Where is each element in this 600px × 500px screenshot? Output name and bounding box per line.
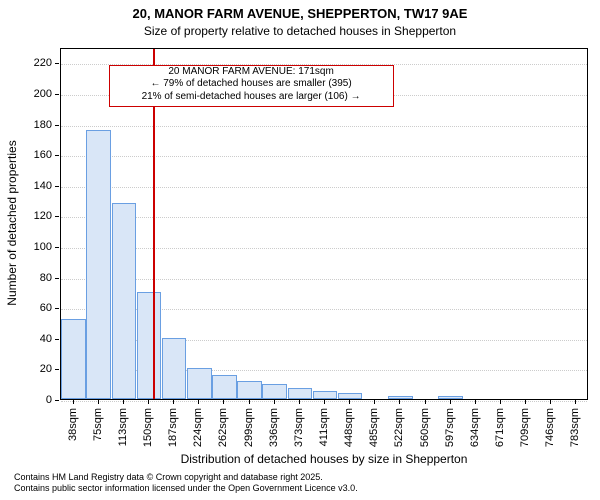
footer-attribution: Contains HM Land Registry data © Crown c… — [0, 472, 600, 494]
callout-line: 21% of semi-detached houses are larger (… — [110, 91, 393, 104]
x-tick-label: 224sqm — [192, 408, 204, 447]
y-axis-label: Number of detached properties — [5, 47, 19, 399]
plot-area: 20 MANOR FARM AVENUE: 171sqm← 79% of det… — [60, 48, 588, 400]
chart-subtitle: Size of property relative to detached ho… — [0, 24, 600, 38]
gridline — [61, 156, 587, 157]
x-tick-label: 411sqm — [318, 408, 330, 446]
gridline — [61, 279, 587, 280]
x-tick-label: 783sqm — [569, 408, 581, 447]
gridline — [61, 187, 587, 188]
histogram-bar — [61, 319, 86, 399]
y-tick-label: 40 — [26, 333, 52, 345]
histogram-bar — [288, 388, 313, 399]
y-tick-label: 80 — [26, 272, 52, 284]
y-tick-label: 200 — [26, 88, 52, 100]
x-tick-label: 373sqm — [293, 408, 305, 447]
histogram-bar — [438, 396, 463, 399]
x-tick-label: 299sqm — [243, 408, 255, 447]
histogram-bar — [313, 391, 338, 399]
y-tick-label: 180 — [26, 119, 52, 131]
callout-line: 20 MANOR FARM AVENUE: 171sqm — [110, 66, 393, 79]
x-tick-label: 597sqm — [444, 408, 456, 447]
x-tick-label: 75sqm — [92, 408, 104, 441]
footer-line-1: Contains HM Land Registry data © Crown c… — [0, 472, 600, 483]
histogram-bar — [86, 130, 111, 399]
callout-line: ← 79% of detached houses are smaller (39… — [110, 78, 393, 91]
y-tick-label: 120 — [26, 210, 52, 222]
x-tick-label: 448sqm — [343, 408, 355, 447]
x-tick-label: 560sqm — [419, 408, 431, 447]
gridline — [61, 126, 587, 127]
x-tick-label: 150sqm — [142, 408, 154, 447]
x-tick-label: 634sqm — [469, 408, 481, 447]
y-tick-label: 100 — [26, 241, 52, 253]
y-tick-label: 60 — [26, 302, 52, 314]
x-tick-label: 709sqm — [519, 408, 531, 447]
x-tick-label: 113sqm — [117, 408, 129, 446]
histogram-bar — [112, 203, 137, 399]
y-tick-label: 160 — [26, 149, 52, 161]
property-callout: 20 MANOR FARM AVENUE: 171sqm← 79% of det… — [109, 65, 394, 107]
x-tick-label: 187sqm — [167, 408, 179, 447]
x-axis-label: Distribution of detached houses by size … — [60, 452, 588, 466]
y-tick-label: 0 — [26, 394, 52, 406]
gridline — [61, 217, 587, 218]
y-tick-label: 220 — [26, 57, 52, 69]
histogram-bar — [162, 338, 187, 399]
x-tick-label: 485sqm — [368, 408, 380, 447]
x-tick-label: 522sqm — [393, 408, 405, 447]
histogram-bar — [338, 393, 363, 399]
y-tick-label: 20 — [26, 363, 52, 375]
histogram-bar — [388, 396, 413, 399]
gridline — [61, 248, 587, 249]
histogram-bar — [262, 384, 287, 399]
footer-line-2: Contains public sector information licen… — [0, 483, 600, 494]
x-tick-label: 38sqm — [67, 408, 79, 441]
x-tick-label: 671sqm — [494, 408, 506, 447]
histogram-bar — [137, 292, 162, 399]
histogram-bar — [212, 375, 237, 399]
x-tick-label: 336sqm — [268, 408, 280, 447]
chart-title: 20, MANOR FARM AVENUE, SHEPPERTON, TW17 … — [0, 6, 600, 21]
histogram-bar — [237, 381, 262, 399]
x-tick-label: 262sqm — [217, 408, 229, 447]
x-tick-label: 746sqm — [544, 408, 556, 447]
histogram-bar — [187, 368, 212, 399]
chart-container: 20, MANOR FARM AVENUE, SHEPPERTON, TW17 … — [0, 0, 600, 500]
y-tick-label: 140 — [26, 180, 52, 192]
